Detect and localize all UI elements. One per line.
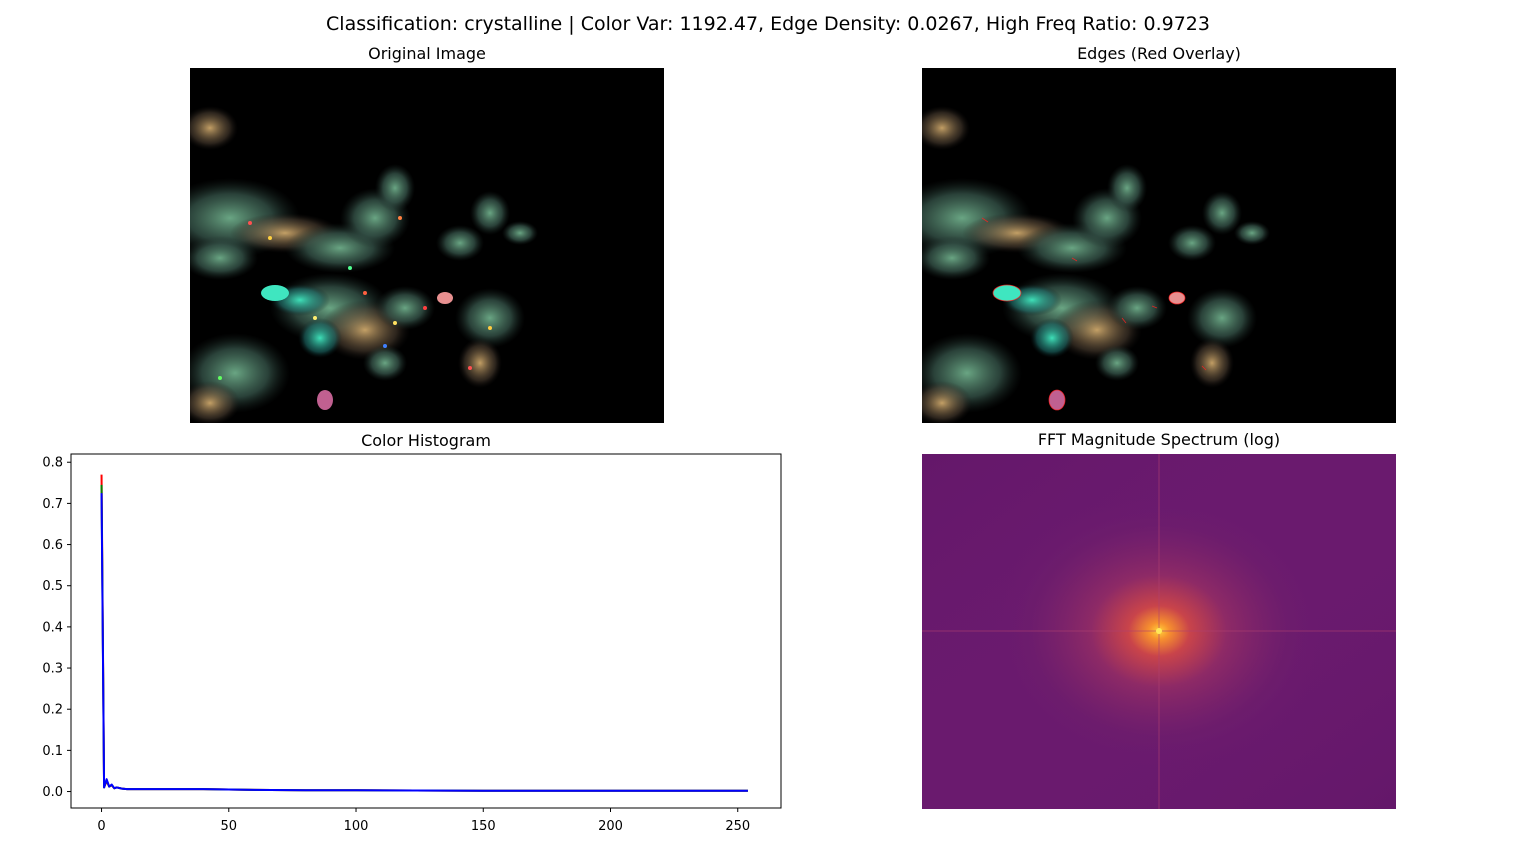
y-tick-label: 0.0 [42, 785, 63, 800]
histogram-plot-frame [71, 454, 781, 808]
y-tick-label: 0.1 [42, 744, 63, 759]
histogram-line-blue [102, 493, 748, 791]
y-tick-label: 0.4 [42, 620, 63, 635]
y-tick-label: 0.8 [42, 456, 63, 471]
x-tick-label: 0 [97, 819, 105, 834]
y-tick-label: 0.3 [42, 662, 63, 677]
fft-title: FFT Magnitude Spectrum (log) [922, 430, 1396, 449]
y-tick-label: 0.2 [42, 703, 63, 718]
y-tick-label: 0.5 [42, 579, 63, 594]
histogram-line-red [102, 475, 748, 791]
x-tick-label: 150 [471, 819, 496, 834]
fft-dc-point [1156, 628, 1162, 634]
fft-magnitude-image [922, 454, 1396, 809]
histogram-title: Color Histogram [361, 431, 491, 450]
x-tick-label: 200 [598, 819, 623, 834]
x-tick-label: 250 [725, 819, 750, 834]
y-tick-label: 0.6 [42, 538, 63, 553]
x-tick-label: 50 [221, 819, 238, 834]
histogram-line-green [102, 485, 748, 791]
x-tick-label: 100 [344, 819, 369, 834]
y-tick-label: 0.7 [42, 497, 63, 512]
